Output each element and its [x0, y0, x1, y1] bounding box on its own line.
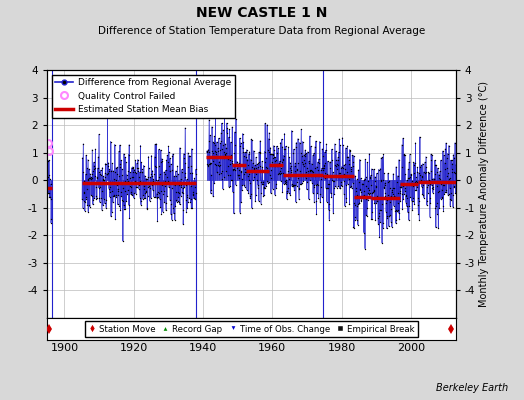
Text: 1900: 1900: [50, 343, 79, 353]
Text: NEW CASTLE 1 N: NEW CASTLE 1 N: [196, 6, 328, 20]
Text: Berkeley Earth: Berkeley Earth: [436, 383, 508, 393]
Y-axis label: Monthly Temperature Anomaly Difference (°C): Monthly Temperature Anomaly Difference (…: [479, 81, 489, 307]
Text: 1980: 1980: [328, 343, 356, 353]
Text: 2000: 2000: [397, 343, 425, 353]
Legend: Station Move, Record Gap, Time of Obs. Change, Empirical Break: Station Move, Record Gap, Time of Obs. C…: [85, 321, 418, 337]
Text: 1940: 1940: [189, 343, 217, 353]
Text: 1960: 1960: [258, 343, 286, 353]
Text: Difference of Station Temperature Data from Regional Average: Difference of Station Temperature Data f…: [99, 26, 425, 36]
Legend: Difference from Regional Average, Quality Control Failed, Estimated Station Mean: Difference from Regional Average, Qualit…: [52, 74, 235, 118]
Text: 1920: 1920: [119, 343, 148, 353]
